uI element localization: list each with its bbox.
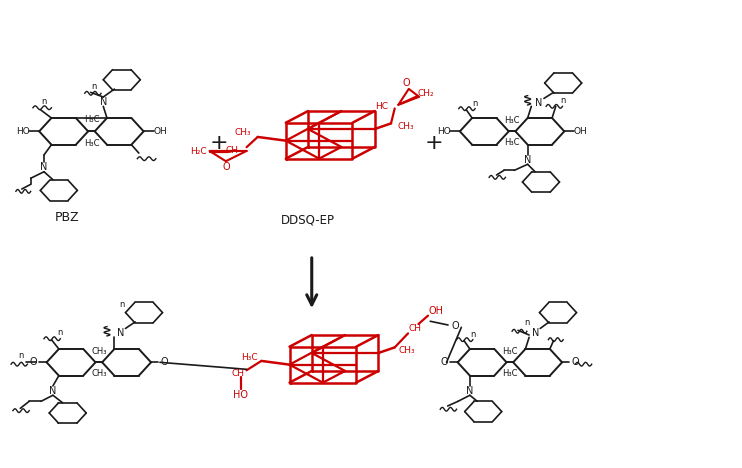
Text: HO: HO bbox=[437, 127, 450, 136]
Text: PBZ: PBZ bbox=[55, 211, 79, 224]
Text: DDSQ-EP: DDSQ-EP bbox=[281, 213, 335, 227]
Text: H₃C: H₃C bbox=[505, 116, 520, 124]
Text: CH₃: CH₃ bbox=[91, 369, 107, 378]
Text: N: N bbox=[116, 328, 124, 337]
Text: O: O bbox=[403, 78, 410, 88]
Text: O: O bbox=[441, 358, 448, 367]
Text: O: O bbox=[160, 358, 168, 367]
Text: CH₃: CH₃ bbox=[398, 122, 414, 131]
Text: N: N bbox=[535, 98, 542, 108]
Text: CH₃: CH₃ bbox=[398, 346, 415, 355]
Text: N: N bbox=[40, 162, 47, 172]
Text: n: n bbox=[42, 97, 47, 106]
Text: N: N bbox=[532, 328, 539, 337]
Text: n: n bbox=[470, 329, 476, 338]
Text: H₃C: H₃C bbox=[502, 347, 518, 356]
Text: O: O bbox=[30, 358, 37, 367]
Text: CH₃: CH₃ bbox=[234, 128, 252, 137]
Text: n: n bbox=[560, 96, 566, 105]
Text: CH₂: CH₂ bbox=[418, 89, 434, 98]
Text: HO: HO bbox=[233, 389, 248, 400]
Text: n: n bbox=[91, 82, 96, 91]
Text: H₃C: H₃C bbox=[505, 138, 520, 147]
Text: n: n bbox=[473, 99, 478, 108]
Text: CH₃: CH₃ bbox=[91, 347, 107, 356]
Text: n: n bbox=[19, 351, 24, 360]
Text: +: + bbox=[210, 133, 229, 153]
Text: n: n bbox=[58, 328, 63, 337]
Text: H₃C: H₃C bbox=[84, 115, 99, 124]
Text: N: N bbox=[99, 97, 107, 107]
Text: CH: CH bbox=[226, 146, 238, 155]
Text: n: n bbox=[119, 300, 125, 309]
Text: O: O bbox=[222, 162, 230, 172]
Text: n: n bbox=[524, 318, 530, 327]
Text: N: N bbox=[466, 386, 473, 395]
Text: OH: OH bbox=[153, 127, 167, 136]
Text: O: O bbox=[571, 358, 580, 367]
Text: CH: CH bbox=[232, 369, 244, 379]
Text: OH: OH bbox=[574, 127, 588, 136]
Text: +: + bbox=[424, 133, 443, 153]
Text: H₂C: H₂C bbox=[190, 147, 207, 156]
Text: H₃C: H₃C bbox=[502, 369, 518, 378]
Text: N: N bbox=[49, 386, 56, 395]
Text: HC: HC bbox=[375, 102, 388, 110]
Text: N: N bbox=[524, 154, 531, 165]
Text: H₃C: H₃C bbox=[241, 353, 258, 362]
Text: H₃C: H₃C bbox=[84, 139, 99, 147]
Text: OH: OH bbox=[429, 306, 444, 316]
Text: O: O bbox=[452, 322, 459, 331]
Text: HO: HO bbox=[16, 127, 30, 136]
Text: CH: CH bbox=[409, 324, 422, 333]
